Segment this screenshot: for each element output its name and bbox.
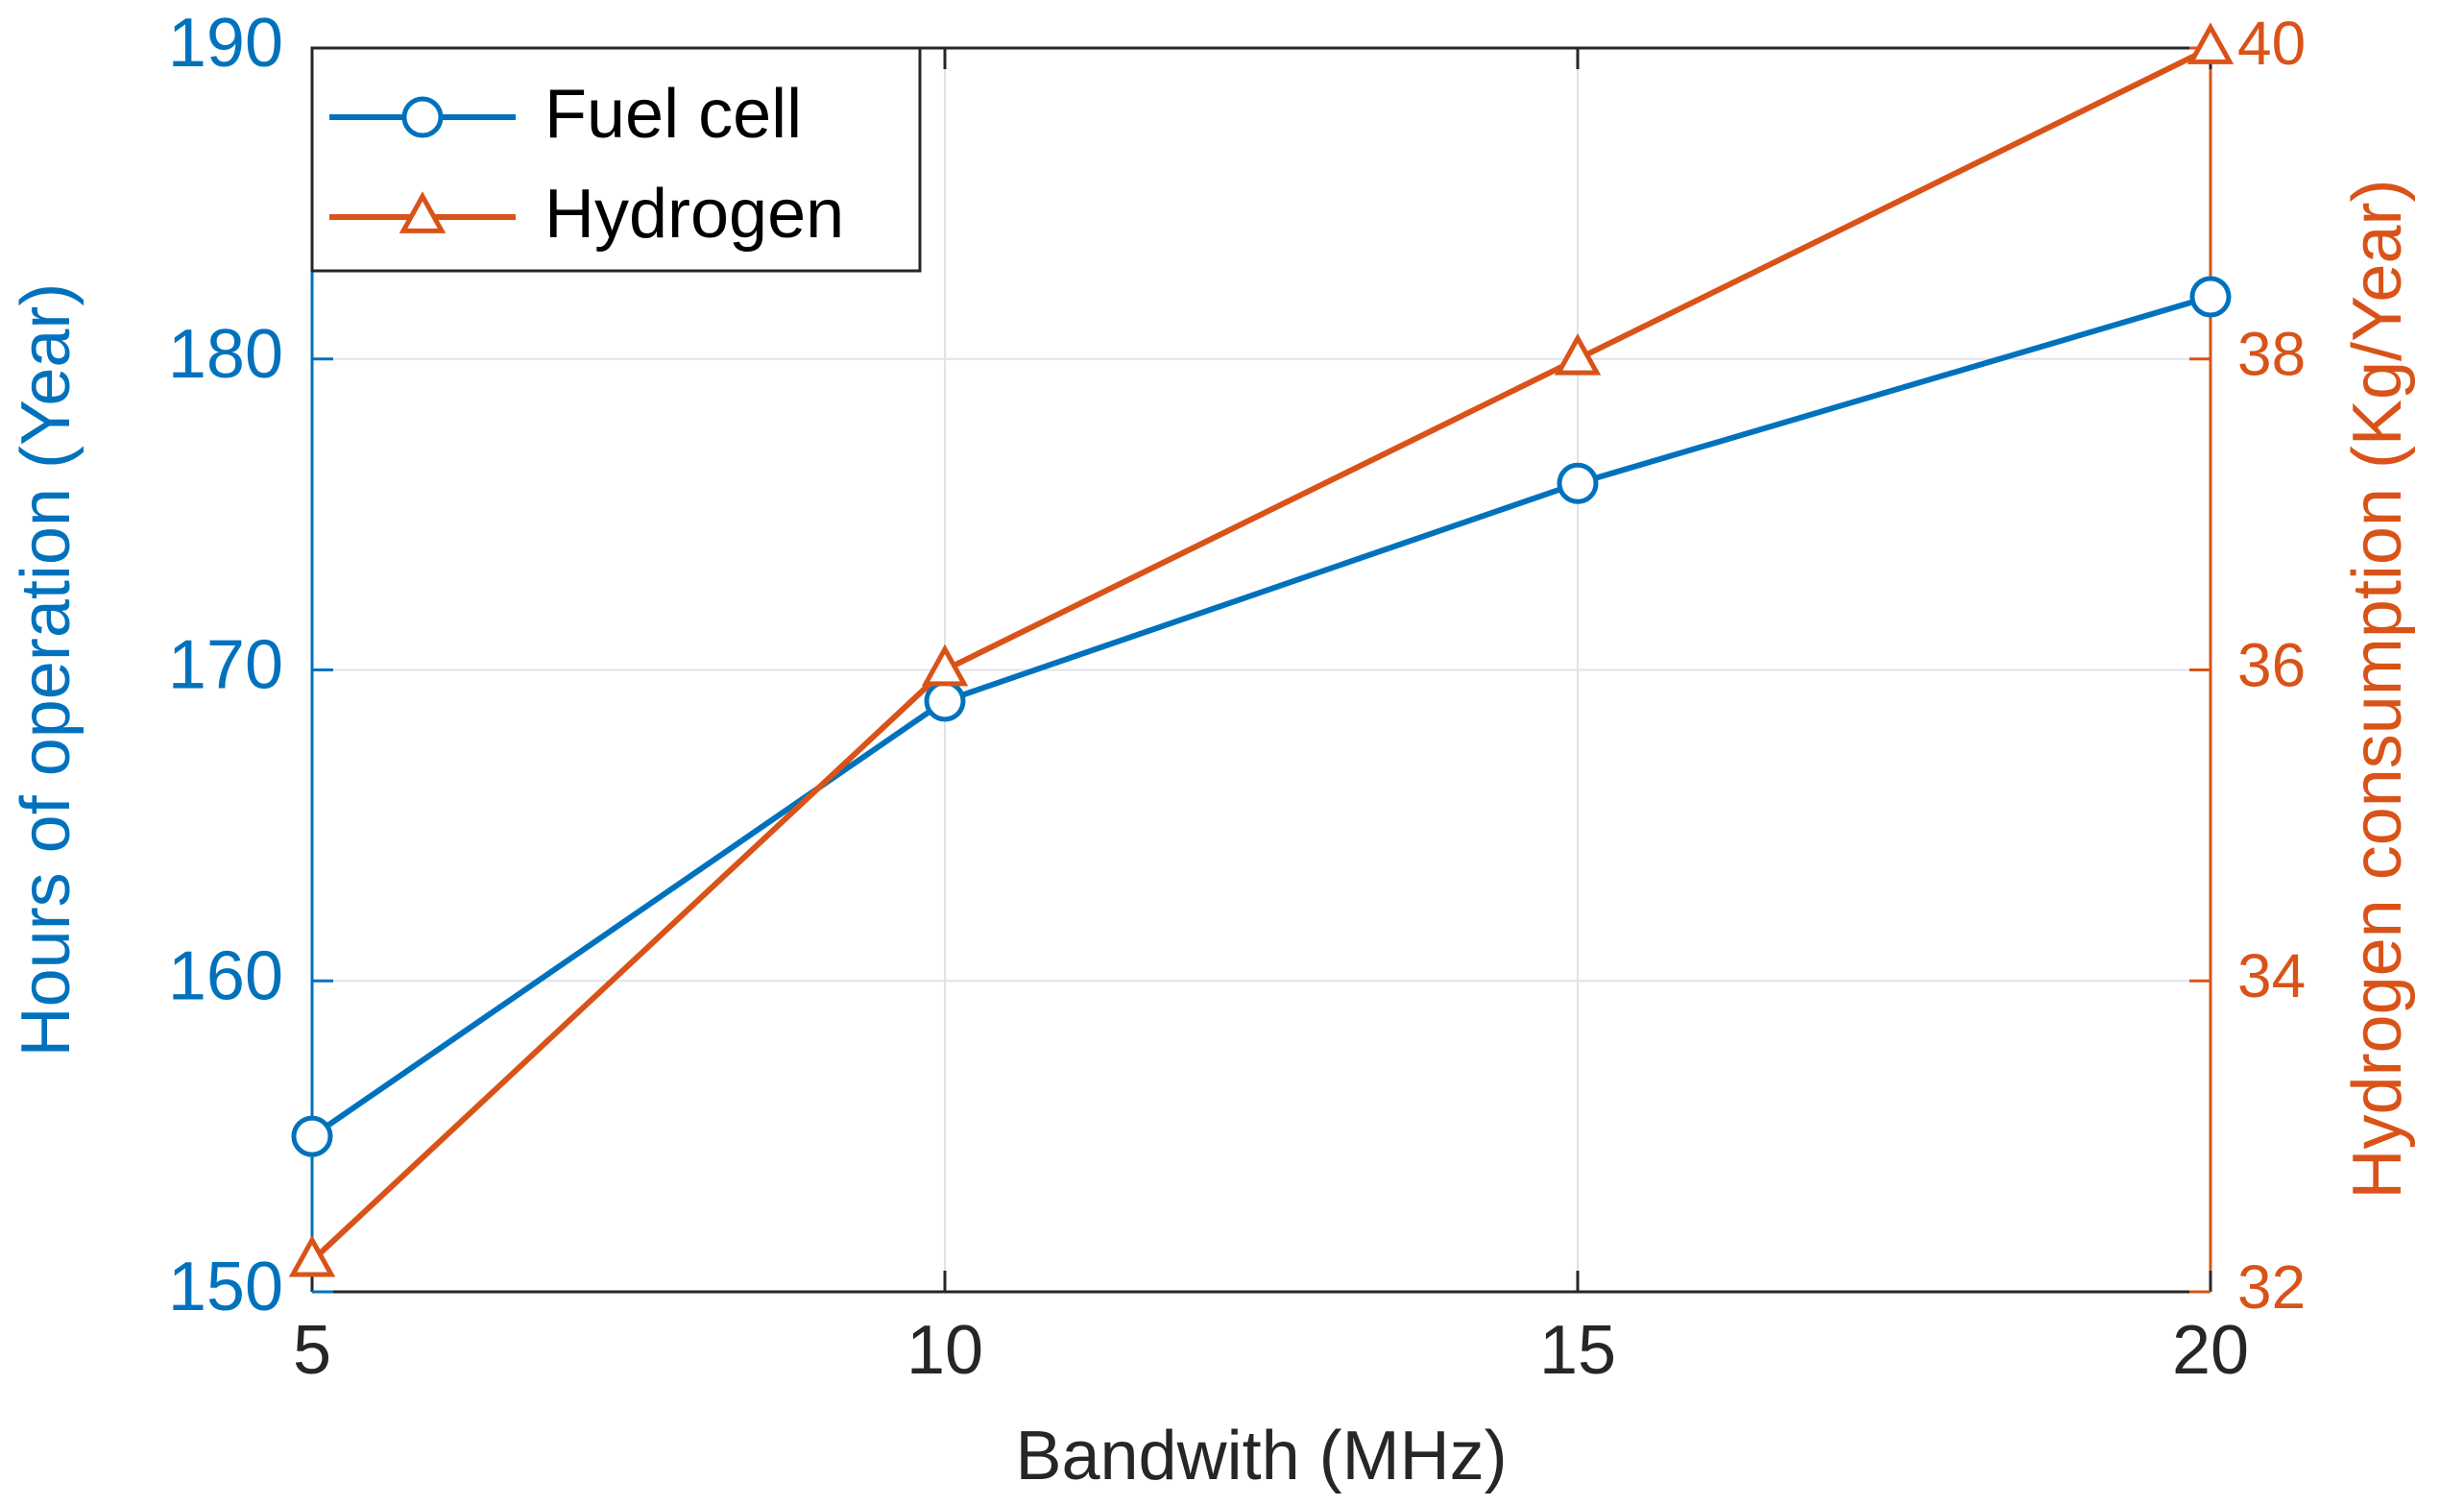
right-tick-label-36: 36 bbox=[2237, 630, 2306, 699]
legend-box bbox=[310, 46, 922, 273]
x-tick-label-15: 15 bbox=[1539, 1312, 1616, 1389]
right-tick-label-38: 38 bbox=[2237, 320, 2306, 389]
x-axis-label: Bandwith (MHz) bbox=[1015, 1418, 1507, 1494]
left-tick-label-170: 170 bbox=[168, 627, 283, 704]
left-tick-label-190: 190 bbox=[168, 5, 283, 82]
series-line-fuel-cell bbox=[310, 294, 2211, 1139]
axis-labels: Bandwith (MHz) Hours of operation (Year) H… bbox=[8, 180, 2416, 1494]
x-tick-label-5: 5 bbox=[293, 1312, 331, 1389]
left-tick-label-160: 160 bbox=[168, 937, 283, 1014]
series-hydrogen bbox=[288, 22, 2235, 1277]
right-tick-label-32: 32 bbox=[2237, 1252, 2306, 1322]
data-point-hydrogen-5 bbox=[288, 1234, 336, 1277]
grid bbox=[312, 48, 2210, 1292]
x-tick-label-10: 10 bbox=[906, 1312, 983, 1389]
left-tick-label-180: 180 bbox=[168, 316, 283, 393]
legend-entry-hydrogen: Hydrogen bbox=[329, 176, 844, 253]
right-tick-label-40: 40 bbox=[2237, 9, 2306, 78]
series bbox=[288, 22, 2235, 1277]
legend-marker-fuel-cell bbox=[401, 96, 444, 138]
legend-label-hydrogen: Hydrogen bbox=[544, 176, 844, 253]
tick-labels: 5 10 15 20 150 160 170 180 190 32 34 36 38 40 bbox=[168, 5, 2306, 1389]
data-point-fuel-cell-15 bbox=[1557, 462, 1599, 504]
legend-entry-fuel-cell: Fuel cell bbox=[329, 76, 802, 153]
series-fuel-cell bbox=[291, 276, 2232, 1157]
data-point-hydrogen-15 bbox=[1554, 333, 1602, 376]
left-tick-label-150: 150 bbox=[168, 1249, 283, 1325]
legend: Fuel cell Hydrogen bbox=[310, 46, 922, 273]
data-point-fuel-cell-5 bbox=[291, 1115, 333, 1157]
data-point-hydrogen-20 bbox=[2186, 22, 2235, 64]
legend-label-fuel-cell: Fuel cell bbox=[544, 76, 802, 153]
legend-marker-hydrogen bbox=[399, 191, 447, 233]
right-y-axis-label: Hydrogen consumption (Kg/Year) bbox=[2339, 180, 2416, 1200]
series-line-hydrogen bbox=[309, 45, 2212, 1263]
data-point-hydrogen-10 bbox=[921, 644, 969, 687]
right-tick-label-34: 34 bbox=[2237, 941, 2306, 1010]
data-point-fuel-cell-10 bbox=[924, 680, 966, 722]
left-y-axis-label: Hours of operation (Year) bbox=[8, 283, 85, 1057]
x-tick-label-20: 20 bbox=[2172, 1312, 2249, 1389]
data-point-fuel-cell-20 bbox=[2189, 276, 2232, 318]
